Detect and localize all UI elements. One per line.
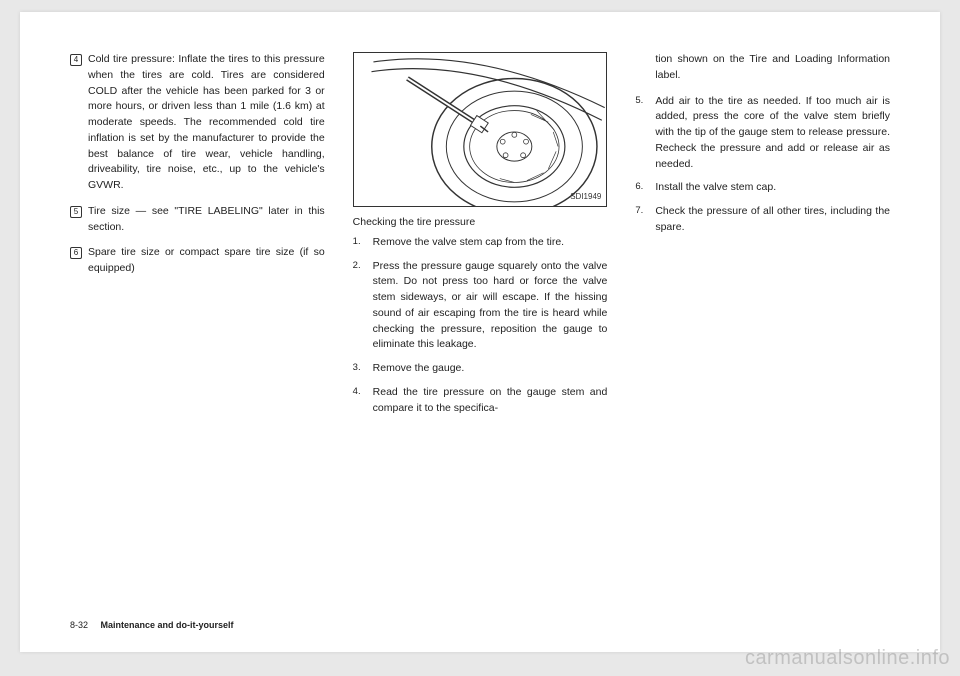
- manual-page: 4 Cold tire pressure: Inflate the tires …: [20, 12, 940, 652]
- list-item: 6 Spare tire size or compact spare tire …: [70, 245, 325, 277]
- watermark: carmanualsonline.info: [745, 647, 950, 670]
- circled-number-icon: 6: [70, 247, 82, 259]
- step-number: 1.: [353, 235, 373, 251]
- list-item: 1. Remove the valve stem cap from the ti…: [353, 235, 608, 251]
- step-text: Install the valve stem cap.: [655, 180, 890, 196]
- step-text: Read the tire pressure on the gauge stem…: [373, 385, 608, 417]
- tire-illustration-icon: [354, 53, 607, 206]
- list-item: 4. Read the tire pressure on the gauge s…: [353, 385, 608, 417]
- list-item: tion shown on the Tire and Loading Infor…: [635, 52, 890, 84]
- step-number: 7.: [635, 204, 655, 236]
- page-footer: 8-32 Maintenance and do-it-yourself: [70, 620, 234, 630]
- circled-number-icon: 5: [70, 206, 82, 218]
- column-1: 4 Cold tire pressure: Inflate the tires …: [70, 52, 325, 592]
- column-layout: 4 Cold tire pressure: Inflate the tires …: [70, 52, 890, 592]
- list-item: 6. Install the valve stem cap.: [635, 180, 890, 196]
- circled-number-icon: 4: [70, 54, 82, 66]
- item-text: Cold tire pressure: Inflate the tires to…: [88, 52, 325, 194]
- subheading: Checking the tire pressure: [353, 215, 608, 231]
- item-marker: 6: [70, 245, 88, 277]
- column-3: tion shown on the Tire and Loading Infor…: [635, 52, 890, 592]
- item-marker: 4: [70, 52, 88, 194]
- continuation-text: tion shown on the Tire and Loading Infor…: [655, 52, 890, 84]
- step-text: Add air to the tire as needed. If too mu…: [655, 94, 890, 173]
- step-text: Remove the valve stem cap from the tire.: [373, 235, 608, 251]
- page-number: 8-32: [70, 620, 88, 630]
- step-number: 2.: [353, 259, 373, 354]
- step-text: Press the pressure gauge squarely onto t…: [373, 259, 608, 354]
- step-number: 5.: [635, 94, 655, 173]
- step-number: [635, 52, 655, 84]
- list-item: 7. Check the pressure of all other tires…: [635, 204, 890, 236]
- tire-pressure-figure: SDI1949: [353, 52, 608, 207]
- figure-label: SDI1949: [570, 191, 601, 203]
- step-text: Check the pressure of all other tires, i…: [655, 204, 890, 236]
- step-number: 4.: [353, 385, 373, 417]
- step-number: 6.: [635, 180, 655, 196]
- section-title: Maintenance and do-it-yourself: [101, 620, 234, 630]
- list-item: 4 Cold tire pressure: Inflate the tires …: [70, 52, 325, 194]
- column-2: SDI1949 Checking the tire pressure 1. Re…: [353, 52, 608, 592]
- item-text: Spare tire size or compact spare tire si…: [88, 245, 325, 277]
- step-number: 3.: [353, 361, 373, 377]
- list-item: 5 Tire size — see "TIRE LABELING" later …: [70, 204, 325, 236]
- list-item: 5. Add air to the tire as needed. If too…: [635, 94, 890, 173]
- item-marker: 5: [70, 204, 88, 236]
- list-item: 3. Remove the gauge.: [353, 361, 608, 377]
- step-text: Remove the gauge.: [373, 361, 608, 377]
- item-text: Tire size — see "TIRE LABELING" later in…: [88, 204, 325, 236]
- list-item: 2. Press the pressure gauge squarely ont…: [353, 259, 608, 354]
